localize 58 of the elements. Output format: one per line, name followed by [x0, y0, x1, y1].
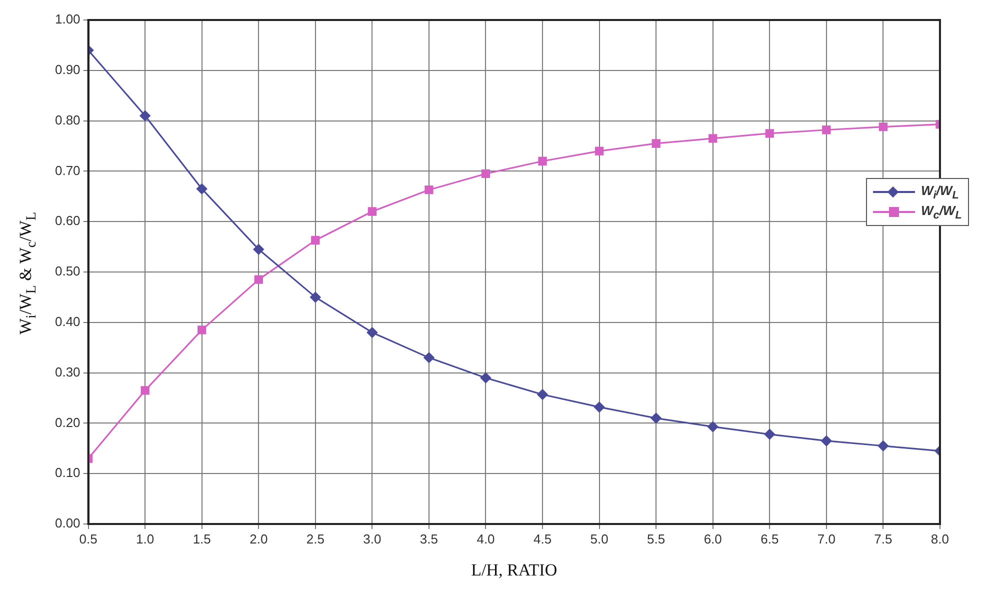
point	[878, 440, 888, 452]
y-tick-label: 0.60	[54, 213, 80, 228]
point	[650, 412, 662, 424]
y-tick-label: 1.00	[54, 12, 80, 27]
point	[537, 389, 548, 400]
point	[368, 207, 377, 216]
point	[878, 122, 888, 132]
point	[481, 169, 490, 178]
y-tick-label: 0.10	[54, 465, 80, 480]
point	[140, 386, 150, 395]
point	[311, 236, 320, 245]
point	[764, 428, 775, 440]
point	[594, 146, 604, 156]
point	[140, 110, 150, 122]
legend-label: W$_{i}$/W$_{L}$	[921, 182, 959, 202]
point	[538, 156, 547, 166]
y-tick-label: 0.80	[54, 112, 80, 128]
point	[253, 244, 264, 255]
point	[821, 436, 832, 446]
y-tick-label: 0.40	[54, 314, 80, 329]
point	[366, 327, 378, 338]
x-tick-label: 1.0	[136, 531, 154, 546]
point	[424, 352, 434, 363]
y-tick-label: 0.50	[54, 264, 80, 279]
y-tick-label: 0.20	[54, 414, 80, 430]
x-tick-label: 8.0	[930, 531, 950, 546]
x-tick-label: 6.5	[760, 531, 779, 546]
x-tick-label: 5.0	[590, 531, 608, 546]
x-tick-label: 2.0	[250, 531, 268, 546]
y-tick-label: 0.70	[54, 162, 80, 178]
y-tick-label: 0.00	[54, 516, 80, 531]
x-tick-label: 0.5	[79, 531, 98, 546]
x-tick-label: 1.5	[192, 531, 211, 546]
y-tick-label: 0.30	[54, 364, 80, 380]
x-tick-label: 7.0	[817, 531, 836, 546]
legend-label: W$_{c}$/W$_{L}$	[921, 202, 962, 222]
y-tick-label: 0.90	[54, 62, 80, 77]
point	[196, 184, 208, 194]
point	[254, 275, 263, 284]
x-axis-title: L/H, RATIO	[471, 560, 558, 580]
x-tick-label: 4.5	[533, 531, 552, 546]
x-tick-label: 5.5	[647, 531, 666, 546]
point	[198, 326, 206, 334]
x-tick-label: 4.0	[476, 531, 495, 546]
point	[480, 372, 492, 384]
x-tick-label: 7.5	[874, 531, 892, 546]
point	[822, 126, 831, 134]
point	[594, 402, 605, 412]
point	[652, 139, 660, 148]
point	[708, 421, 718, 432]
x-tick-label: 6.0	[704, 531, 722, 546]
x-tick-label: 2.5	[306, 531, 324, 546]
x-tick-label: 3.0	[363, 531, 382, 546]
point	[310, 292, 321, 302]
point	[424, 186, 434, 194]
point	[708, 134, 718, 143]
x-tick-label: 3.5	[420, 531, 438, 546]
point	[765, 129, 774, 138]
